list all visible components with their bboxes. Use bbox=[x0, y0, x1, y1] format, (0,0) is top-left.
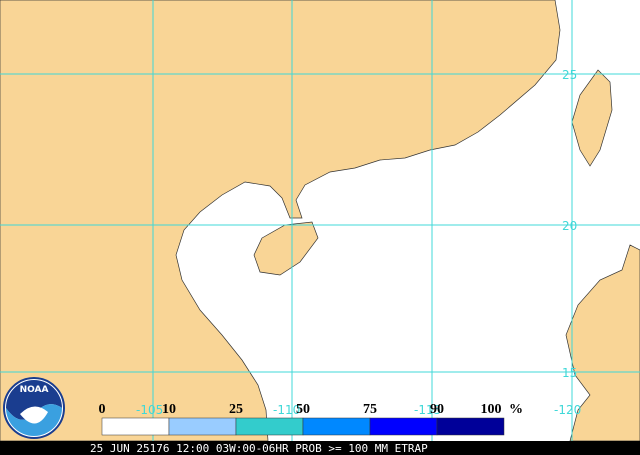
noaa-logo: NOAA bbox=[3, 377, 65, 439]
lon-label: -115 bbox=[414, 403, 441, 417]
lat-label: 20 bbox=[562, 219, 577, 233]
lon-label: -120 bbox=[554, 403, 581, 417]
logo-text: NOAA bbox=[20, 385, 49, 395]
color-bin bbox=[302, 417, 371, 436]
lon-label: -105 bbox=[136, 403, 163, 417]
graticule bbox=[0, 0, 640, 441]
footer-bar bbox=[0, 441, 640, 455]
legend-label: 100 bbox=[481, 402, 502, 417]
legend-label: 50 bbox=[296, 402, 310, 417]
legend-label: 10 bbox=[162, 402, 176, 417]
lat-label: 25 bbox=[562, 68, 577, 82]
color-bin bbox=[168, 417, 237, 436]
color-bin bbox=[235, 417, 304, 436]
legend-label: 90 bbox=[430, 402, 444, 417]
hainan bbox=[253, 221, 319, 276]
legend-label: 0 bbox=[99, 402, 106, 417]
philippines bbox=[565, 244, 640, 442]
legend-unit: % bbox=[509, 402, 523, 417]
footer-text: 25 JUN 25176 12:00 03W:00-06HR PROB >= 1… bbox=[90, 442, 428, 455]
mainland bbox=[0, 0, 561, 442]
color-bin bbox=[436, 417, 505, 436]
lon-label: -110 bbox=[273, 403, 300, 417]
color-bin bbox=[101, 417, 170, 436]
taiwan bbox=[571, 69, 613, 167]
color-bar bbox=[101, 417, 505, 436]
color-bin bbox=[369, 417, 438, 436]
legend-label: 75 bbox=[363, 402, 377, 417]
lat-label: 15 bbox=[562, 366, 577, 380]
legend-label: 25 bbox=[229, 402, 243, 417]
